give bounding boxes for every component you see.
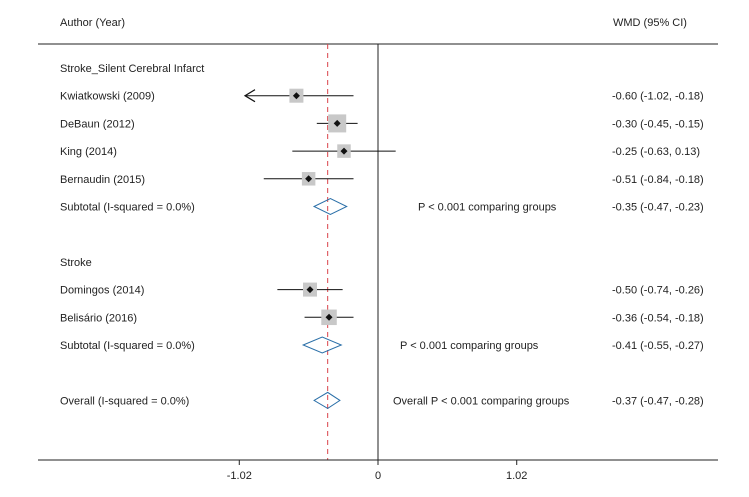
study-label: Belisário (2016) [60,312,137,324]
subtotal-label: Subtotal (I-squared = 0.0%) [60,340,195,352]
point-estimate [333,119,341,127]
overall-label: Overall (I-squared = 0.0%) [60,395,189,407]
p-value-note: Overall P < 0.001 comparing groups [393,395,570,407]
x-tick-label: 1.02 [506,470,527,482]
ci-value: -0.35 (-0.47, -0.23) [612,202,704,214]
point-estimate [306,286,314,294]
ci-value: -0.25 (-0.63, 0.13) [612,146,700,158]
study-label: DeBaun (2012) [60,118,135,130]
point-estimate [340,147,348,155]
ci-value: -0.36 (-0.54, -0.18) [612,312,704,324]
group-label: Stroke [60,257,92,269]
p-value-note: P < 0.001 comparing groups [418,202,557,214]
rows-group: Stroke_Silent Cerebral Infarct Kwiatkowsk… [60,63,704,409]
p-value-note: P < 0.001 comparing groups [400,340,539,352]
ci-value: -0.41 (-0.55, -0.27) [612,340,704,352]
ci-value: -0.37 (-0.47, -0.28) [612,395,704,407]
point-estimate [325,313,333,321]
header-author-year: Author (Year) [60,17,125,29]
study-label: Domingos (2014) [60,285,144,297]
study-label: King (2014) [60,146,117,158]
study-label: Kwiatkowski (2009) [60,91,155,103]
point-estimate [305,175,313,183]
x-tick-label: -1.02 [227,470,252,482]
ci-value: -0.60 (-1.02, -0.18) [612,91,704,103]
x-axis-ticks: -1.02 0 1.02 [227,460,527,482]
ci-value: -0.50 (-0.74, -0.26) [612,285,704,297]
header-wmd-ci: WMD (95% CI) [613,17,687,29]
pooled-diamond [312,197,348,216]
subtotal-label: Subtotal (I-squared = 0.0%) [60,202,195,214]
ci-arrow [243,89,256,103]
ci-value: -0.51 (-0.84, -0.18) [612,174,704,186]
group-label: Stroke_Silent Cerebral Infarct [60,63,204,75]
point-estimate [292,92,300,100]
ci-value: -0.30 (-0.45, -0.15) [612,118,704,130]
x-tick-label: 0 [375,470,381,482]
pooled-diamond [301,336,343,354]
study-label: Bernaudin (2015) [60,174,145,186]
pooled-diamond [313,391,341,409]
